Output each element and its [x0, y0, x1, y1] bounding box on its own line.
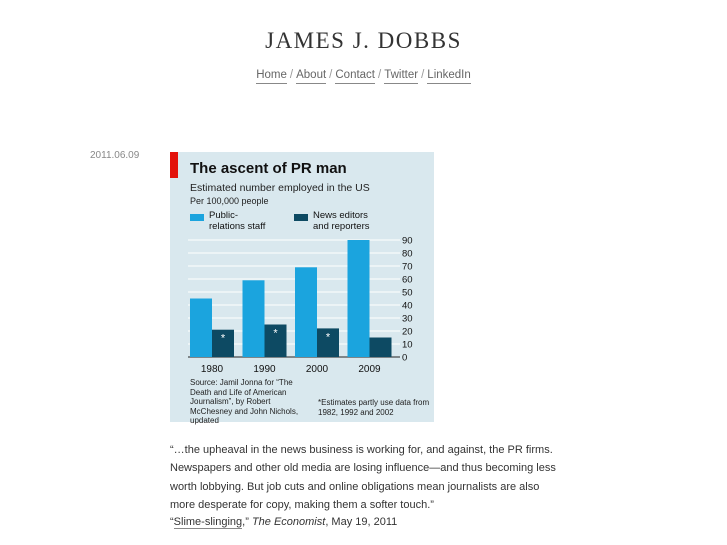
legend-line: Public-: [209, 210, 239, 221]
nav-separator: /: [289, 69, 294, 81]
nav-home-link[interactable]: Home: [256, 69, 287, 84]
post-citation: “Slime-slinging,” The Economist, May 19,…: [170, 516, 398, 529]
estimate-star: *: [326, 331, 331, 343]
x-tick-label: 2000: [306, 364, 329, 375]
legend-swatch-pr: [190, 214, 204, 221]
bar-news-staff: [212, 329, 234, 357]
y-tick-label: 70: [402, 262, 413, 273]
post-date: 2011.06.09: [90, 150, 140, 161]
bar-news-staff: [369, 337, 392, 357]
legend-line: and reporters: [313, 221, 370, 232]
citation-link[interactable]: Slime-slinging: [173, 516, 243, 529]
x-tick-label: 1990: [253, 364, 276, 375]
bar-pr-staff: [347, 240, 370, 357]
y-tick-label: 60: [402, 275, 413, 286]
y-tick-label: 0: [402, 353, 407, 364]
chart-title: The ascent of PR man: [190, 160, 347, 177]
chart-unit-label: Per 100,000 people: [190, 196, 269, 206]
post-quote: “…the upheaval in the news business is w…: [170, 444, 556, 511]
bar-news-staff: [264, 324, 287, 357]
y-tick-label: 80: [402, 249, 413, 260]
x-tick-label: 2009: [358, 364, 381, 375]
bar-pr-staff: [190, 298, 212, 357]
nav-separator: /: [421, 69, 425, 81]
y-tick-label: 40: [402, 301, 413, 312]
main-nav: Home / About / Contact / Twitter / LinkedIn: [0, 69, 727, 84]
nav-about-link[interactable]: About: [296, 69, 327, 84]
citation-date: , May 19, 2011: [325, 516, 398, 528]
y-tick-label: 20: [402, 327, 413, 338]
chart-note: *Estimates partly use data from 1982, 19…: [318, 398, 430, 417]
site-title: JAMES J. DOBBS: [265, 28, 462, 53]
nav-twitter-link[interactable]: Twitter: [384, 69, 419, 84]
bar-news-staff: [317, 328, 339, 357]
y-tick-label: 10: [402, 340, 413, 351]
legend-label-news: News editors and reporters: [313, 210, 403, 232]
nav-linkedin-link[interactable]: LinkedIn: [427, 69, 471, 84]
estimate-star: *: [273, 328, 278, 340]
y-tick-label: 50: [402, 288, 413, 299]
estimate-star: *: [221, 333, 226, 345]
y-tick-label: 30: [402, 314, 413, 325]
chart-source: Source: Jamil Jonna for “The Death and L…: [190, 378, 299, 425]
legend-line: News editors: [313, 210, 368, 221]
chart-subtitle: Estimated number employed in the US: [190, 182, 370, 194]
chart-figure: The ascent of PR man Estimated number em…: [170, 152, 434, 425]
bar-pr-staff: [242, 280, 265, 357]
nav-contact-link[interactable]: Contact: [335, 69, 376, 84]
nav-separator: /: [329, 69, 333, 81]
citation-publication: The Economist: [251, 516, 326, 528]
y-tick-label: 90: [402, 236, 413, 247]
legend-swatch-news: [294, 214, 308, 221]
citation-prefix: “: [170, 516, 174, 528]
x-tick-label: 1980: [201, 364, 224, 375]
bar-chart: 0 10 20 30 40 50 60 70 80 90 * 1980 * 1990 * 2000 2009: [188, 236, 413, 375]
legend-label-pr: Public- relations staff: [209, 210, 299, 232]
legend-line: relations staff: [209, 221, 266, 232]
bar-pr-staff: [295, 267, 317, 357]
nav-separator: /: [378, 69, 382, 81]
citation-middle: ,”: [242, 516, 252, 528]
accent-bar: [170, 152, 178, 178]
